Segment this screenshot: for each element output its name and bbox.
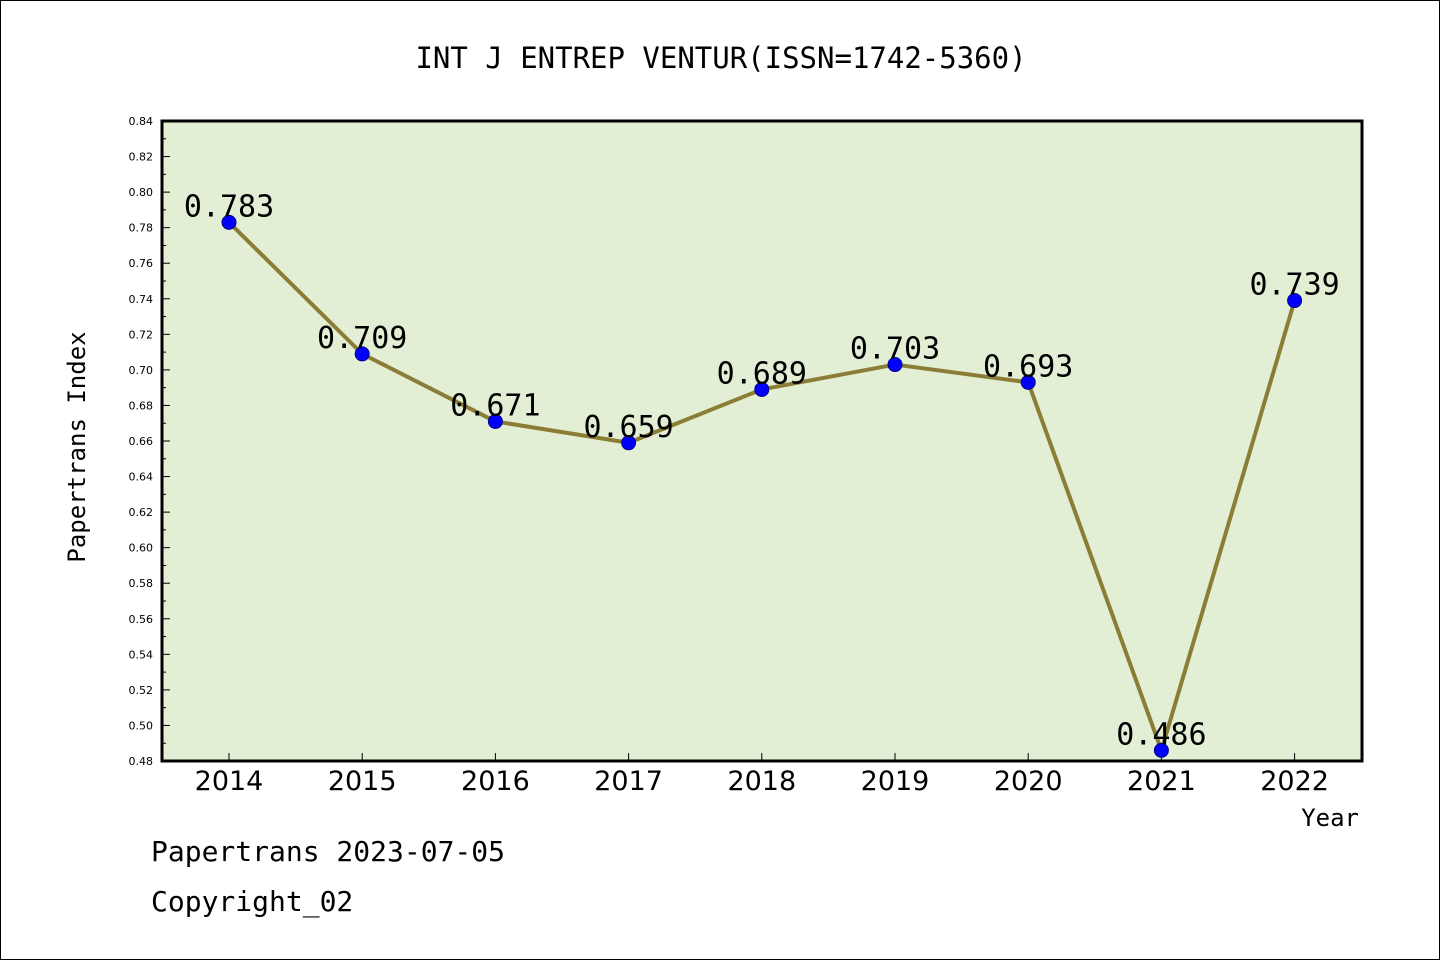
data-label: 0.671 — [450, 388, 540, 423]
x-tick-label: 2020 — [994, 766, 1063, 797]
x-tick-label: 2016 — [461, 766, 530, 797]
y-tick-label: 0.58 — [129, 577, 154, 590]
data-point-marker — [1287, 293, 1303, 309]
data-point-marker — [487, 413, 503, 429]
data-label: 0.783 — [184, 189, 274, 224]
y-tick-label: 0.62 — [129, 506, 154, 519]
marker-layer — [221, 214, 1303, 758]
y-tick-label: 0.72 — [129, 328, 154, 341]
y-tick-label: 0.76 — [129, 257, 154, 270]
x-tick-label: 2022 — [1260, 766, 1329, 797]
x-axis-title: Year — [1301, 804, 1359, 832]
y-tick-label: 0.78 — [129, 222, 154, 235]
data-point-marker — [887, 357, 903, 373]
y-tick-label: 0.66 — [129, 435, 154, 448]
data-label: 0.709 — [317, 321, 407, 356]
data-point-marker — [621, 435, 637, 451]
data-label-layer: 0.783 0.709 0.671 0.659 0.689 0.703 0.693 0.486… — [184, 189, 1340, 752]
y-tick-label: 0.82 — [129, 151, 154, 164]
y-tick-label: 0.48 — [129, 755, 154, 768]
plot-area — [162, 121, 1362, 761]
x-tick-label: 2015 — [328, 766, 397, 797]
x-tick-label: 2014 — [195, 766, 264, 797]
y-axis-title: Papertrans Index — [63, 331, 91, 562]
data-point-marker — [354, 346, 370, 362]
y-tick-label: 0.74 — [129, 293, 154, 306]
data-point-marker — [754, 381, 770, 397]
data-point-marker — [1153, 742, 1169, 758]
y-tick-label: 0.84 — [129, 115, 154, 128]
data-label: 0.486 — [1116, 717, 1206, 752]
y-tick-label: 0.60 — [129, 542, 154, 555]
x-tick-label: 2019 — [861, 766, 930, 797]
y-tick-label: 0.68 — [129, 399, 154, 412]
tick-layer: 0.48 0.50 0.52 0.54 0.56 0.58 0.60 0.62 0.64 0.66… — [129, 115, 1329, 797]
x-tick-label: 2017 — [594, 766, 663, 797]
data-label: 0.703 — [850, 332, 940, 367]
chart-title: INT J ENTREP VENTUR(ISSN=1742-5360) — [415, 41, 1026, 75]
y-tick-label: 0.52 — [129, 684, 154, 697]
footer-copyright-text: Copyright_02 — [151, 885, 354, 918]
x-tick-label: 2021 — [1127, 766, 1196, 797]
y-tick-label: 0.56 — [129, 613, 154, 626]
data-label: 0.659 — [583, 410, 673, 445]
y-tick-label: 0.54 — [129, 648, 154, 661]
y-tick-label: 0.70 — [129, 364, 154, 377]
data-label: 0.739 — [1249, 268, 1339, 303]
data-point-marker — [1020, 374, 1036, 390]
footer-date-text: Papertrans 2023-07-05 — [151, 835, 506, 868]
data-label: 0.689 — [717, 356, 807, 391]
y-tick-label: 0.64 — [129, 471, 154, 484]
y-tick-label: 0.80 — [129, 186, 154, 199]
data-point-marker — [221, 214, 237, 230]
plot-border — [160, 119, 1364, 763]
x-tick-label: 2018 — [727, 766, 796, 797]
data-label: 0.693 — [983, 349, 1073, 384]
y-tick-label: 0.50 — [129, 719, 154, 732]
